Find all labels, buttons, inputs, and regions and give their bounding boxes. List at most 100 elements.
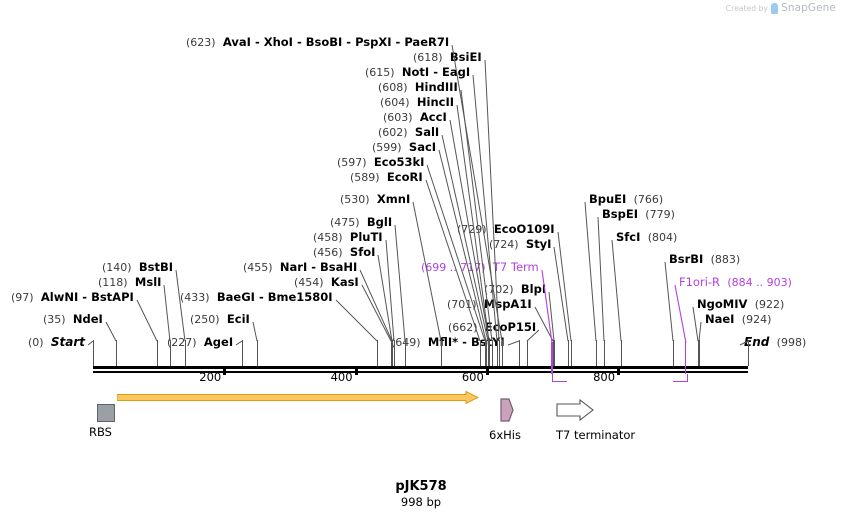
cut-site-tick-97[interactable] <box>157 340 158 366</box>
enzyme-label-l-604[interactable]: (604) HincII <box>380 96 454 109</box>
cut-site-tick-118[interactable] <box>170 340 171 366</box>
leader-line-l-97 <box>136 299 158 342</box>
enzyme-label-l-602[interactable]: (602) SalI <box>378 126 439 139</box>
cut-site-tick-35[interactable] <box>116 340 117 366</box>
cut-site-tick-804[interactable] <box>621 340 622 366</box>
cut-site-tick-701[interactable] <box>553 340 554 366</box>
enzyme-label-l-118[interactable]: (118) MslI <box>98 276 161 289</box>
enzyme-label-l-729[interactable]: (729) EcoO109I <box>457 223 555 236</box>
enzyme-position: (662) <box>448 321 478 334</box>
enzyme-label-l-589[interactable]: (589) EcoRI <box>350 171 423 184</box>
cut-site-tick-924[interactable] <box>699 340 700 366</box>
cut-site-tick-779[interactable] <box>604 340 605 366</box>
cut-site-tick-250[interactable] <box>257 340 258 366</box>
enzyme-label-l-615[interactable]: (615) NotI - EagI <box>365 66 470 79</box>
enzyme-label-l-456[interactable]: (456) SfoI <box>313 246 375 259</box>
cut-site-tick-702[interactable] <box>554 340 555 366</box>
enzyme-label-l-475[interactable]: (475) BglI <box>330 216 392 229</box>
cut-site-tick-530[interactable] <box>441 340 442 366</box>
enzyme-position: (924) <box>741 313 772 326</box>
cut-site-tick-433[interactable] <box>377 340 378 366</box>
enzyme-position: (118) <box>98 276 128 289</box>
enzyme-label-l-662[interactable]: (662) EcoP15I <box>448 321 536 334</box>
enzyme-label-l-608[interactable]: (608) HindIII <box>378 81 458 94</box>
enzyme-label-l-455[interactable]: (455) NarI - BsaHI <box>243 261 357 274</box>
enzyme-label-l-603[interactable]: (603) AccI <box>383 111 447 124</box>
enzyme-label-l-597[interactable]: (597) Eco53kI <box>337 156 424 169</box>
cut-site-tick-603[interactable] <box>489 340 490 366</box>
enzyme-label-r-924[interactable]: NaeI (924) <box>705 313 771 326</box>
enzyme-separator: - <box>391 35 405 49</box>
enzyme-label-r-779[interactable]: BspEI (779) <box>602 208 675 221</box>
watermark-brand: SnapGene <box>781 2 836 14</box>
feature-label-p-t7term[interactable]: (699 .. 717) T7 Term <box>421 261 539 274</box>
cut-site-tick-649[interactable] <box>519 340 520 366</box>
cut-site-tick-599[interactable] <box>486 340 487 366</box>
cut-site-tick-618[interactable] <box>499 340 500 366</box>
enzyme-label-l-454[interactable]: (454) KasI <box>294 276 359 289</box>
leader-line-r-922 <box>692 306 699 342</box>
enzyme-separator: - <box>78 290 92 304</box>
feature-label-rbs: RBS <box>89 425 112 439</box>
feature-marker-line-1 <box>684 342 687 374</box>
enzyme-label-r-end[interactable]: End (998) <box>744 336 806 349</box>
enzyme-label-l-227[interactable]: (227) AgeI <box>167 336 233 349</box>
cut-site-tick-662[interactable] <box>527 340 528 366</box>
cut-site-tick-454[interactable] <box>391 340 392 366</box>
enzyme-label-l-433[interactable]: (433) BaeGI - Bme1580I <box>180 291 333 304</box>
plasmid-name: pJK578 <box>395 479 447 494</box>
enzyme-label-l-250[interactable]: (250) EciI <box>190 313 250 326</box>
enzyme-label-l-0[interactable]: (0) Start <box>28 336 85 349</box>
cut-site-tick-623[interactable] <box>502 340 503 366</box>
enzyme-position: (608) <box>378 81 408 94</box>
enzyme-label-l-623[interactable]: (623) AvaI - XhoI - BsoBI - PspXI - PaeR… <box>186 36 449 49</box>
cut-site-tick-883[interactable] <box>673 340 674 366</box>
cut-site-tick-998[interactable] <box>748 340 749 366</box>
cut-site-tick-140[interactable] <box>185 340 186 366</box>
enzyme-label-l-599[interactable]: (599) SacI <box>372 141 436 154</box>
enzyme-label-r-804[interactable]: SfcI (804) <box>616 231 677 244</box>
enzyme-position: (602) <box>378 126 408 139</box>
feature-bracket-f1ori-r[interactable] <box>673 374 689 382</box>
enzyme-label-l-702[interactable]: (702) BlpI <box>484 283 546 296</box>
cut-site-tick-455[interactable] <box>392 340 393 366</box>
cut-site-tick-475[interactable] <box>405 340 406 366</box>
feature-label-p-f1ori-r[interactable]: F1ori-R (884 .. 903) <box>679 276 792 289</box>
enzyme-label-r-766[interactable]: BpuEI (766) <box>589 193 663 206</box>
enzyme-label-l-97[interactable]: (97) AlwNI - BstAPI <box>11 291 134 304</box>
enzyme-label-r-922[interactable]: NgoMIV (922) <box>697 298 784 311</box>
ruler-tick-600 <box>485 366 489 375</box>
enzyme-label-l-35[interactable]: (35) NdeI <box>43 313 103 326</box>
cut-site-tick-589[interactable] <box>480 340 481 366</box>
enzyme-label-l-618[interactable]: (618) BsiEI <box>413 51 482 64</box>
leader-line-l-250 <box>252 321 258 342</box>
feature-glyph-t7-terminator[interactable] <box>556 399 594 421</box>
cut-site-tick-608[interactable] <box>492 340 493 366</box>
feature-bracket-t7-term[interactable] <box>551 374 567 382</box>
enzyme-label-l-140[interactable]: (140) BstBI <box>102 261 173 274</box>
ruler-tick-label-200: 200 <box>199 370 222 384</box>
enzyme-label-l-724[interactable]: (724) StyI <box>489 238 551 251</box>
enzyme-label-l-458[interactable]: (458) PluTI <box>313 231 383 244</box>
cut-site-tick-602[interactable] <box>488 340 489 366</box>
cut-site-tick-922[interactable] <box>698 340 699 366</box>
cut-site-tick-0[interactable] <box>93 340 94 366</box>
cut-site-tick-597[interactable] <box>485 340 486 366</box>
cut-site-tick-458[interactable] <box>394 340 395 366</box>
feature-glyph-rbs[interactable] <box>97 404 115 422</box>
feature-glyph-orf[interactable] <box>117 391 479 404</box>
enzyme-label-r-883[interactable]: BsrBI (883) <box>669 253 740 266</box>
cut-site-tick-729[interactable] <box>571 340 572 366</box>
enzyme-name: Eco53kI <box>373 155 425 169</box>
enzyme-name: BsiEI <box>449 50 482 64</box>
feature-glyph-6xhis[interactable] <box>500 398 514 422</box>
enzyme-label-l-701[interactable]: (701) MspA1I <box>447 298 532 311</box>
ruler-tick-800 <box>617 366 621 375</box>
cut-site-tick-615[interactable] <box>497 340 498 366</box>
enzyme-label-l-530[interactable]: (530) XmnI <box>340 193 410 206</box>
cut-site-tick-724[interactable] <box>568 340 569 366</box>
cut-site-tick-227[interactable] <box>242 340 243 366</box>
cut-site-tick-766[interactable] <box>596 340 597 366</box>
enzyme-name: EcoRI <box>386 170 423 184</box>
